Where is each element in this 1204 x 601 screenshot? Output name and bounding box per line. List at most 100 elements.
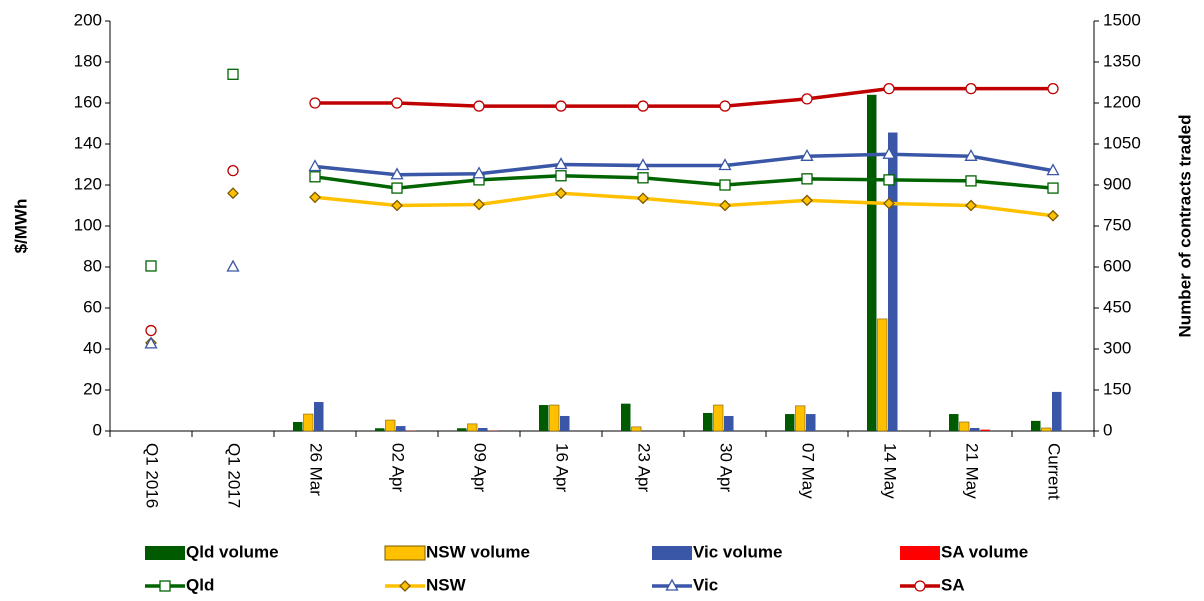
- point: [720, 201, 730, 211]
- bar: [949, 414, 959, 431]
- y2-tick-label: 450: [1103, 297, 1131, 316]
- y-tick-label: 80: [83, 256, 102, 275]
- y-tick-label: 200: [74, 10, 102, 29]
- y-tick-label: 180: [74, 51, 102, 70]
- line: [315, 154, 1053, 175]
- y2-tick-label: 1050: [1103, 133, 1141, 152]
- y-tick-label: 20: [83, 379, 102, 398]
- y2-tick-label: 0: [1103, 420, 1112, 439]
- legend-swatch: [385, 546, 425, 560]
- legend-marker: [160, 581, 170, 591]
- bar: [1031, 421, 1041, 431]
- point: [966, 176, 976, 186]
- point: [556, 188, 566, 198]
- bar: [785, 414, 795, 431]
- x-tick-label: 16 Apr: [553, 443, 572, 492]
- line: [315, 176, 1053, 188]
- legend-label: NSW: [426, 575, 467, 594]
- bar: [539, 405, 549, 431]
- legend-marker: [915, 581, 925, 591]
- y2-tick-label: 150: [1103, 379, 1131, 398]
- legend-swatch: [145, 546, 185, 560]
- x-tick-label: 14 May: [881, 443, 900, 499]
- point: [638, 101, 648, 111]
- x-tick-label: Q1 2016: [143, 443, 162, 508]
- legend-marker: [400, 581, 410, 591]
- x-tick-label: 07 May: [799, 443, 818, 499]
- x-tick-label: 02 Apr: [389, 443, 408, 492]
- legend-label: Qld: [186, 575, 214, 594]
- point: [310, 192, 320, 202]
- point: [720, 101, 730, 111]
- bar: [550, 405, 560, 431]
- point: [966, 201, 976, 211]
- point: [474, 101, 484, 111]
- legend-swatch: [900, 546, 940, 560]
- bar: [457, 428, 467, 431]
- y-tick-label: 40: [83, 338, 102, 357]
- y2-axis-title: Number of contracts traded: [1175, 115, 1194, 338]
- y-tick-label: 60: [83, 297, 102, 316]
- bar: [724, 416, 734, 431]
- line: [315, 193, 1053, 216]
- point: [228, 166, 238, 176]
- legend-label: SA: [941, 575, 965, 594]
- bar: [867, 95, 877, 431]
- bar: [560, 416, 570, 431]
- point: [556, 171, 566, 181]
- point: [1048, 84, 1058, 94]
- y2-tick-label: 900: [1103, 174, 1131, 193]
- bar: [386, 420, 396, 431]
- bar: [878, 319, 888, 431]
- bar: [632, 427, 642, 431]
- point: [146, 326, 156, 336]
- y-tick-label: 100: [74, 215, 102, 234]
- bar: [375, 428, 385, 431]
- bar: [970, 428, 980, 431]
- line: [315, 89, 1053, 106]
- point: [556, 101, 566, 111]
- point: [228, 69, 238, 79]
- y-axis-title: $/MWh: [11, 199, 30, 254]
- point: [392, 98, 402, 108]
- point: [884, 175, 894, 185]
- point: [966, 84, 976, 94]
- point: [228, 261, 239, 271]
- point: [474, 199, 484, 209]
- bar: [396, 426, 406, 431]
- point: [802, 195, 812, 205]
- bar: [478, 428, 488, 431]
- y-tick-label: 140: [74, 133, 102, 152]
- y-tick-label: 0: [93, 420, 102, 439]
- point: [884, 84, 894, 94]
- x-tick-label: 30 Apr: [717, 443, 736, 492]
- bar: [1042, 428, 1052, 431]
- bar: [293, 422, 303, 431]
- bar: [304, 414, 314, 431]
- x-tick-label: Current: [1045, 443, 1064, 500]
- point: [228, 188, 238, 198]
- bar: [621, 404, 631, 431]
- point: [638, 173, 648, 183]
- bar: [314, 402, 324, 431]
- y2-tick-label: 1350: [1103, 51, 1141, 70]
- legend-label: Qld volume: [186, 542, 279, 561]
- legend-swatch: [652, 546, 692, 560]
- y-tick-label: 160: [74, 92, 102, 111]
- point: [720, 180, 730, 190]
- point: [802, 174, 812, 184]
- x-tick-label: 21 May: [963, 443, 982, 499]
- point: [310, 172, 320, 182]
- x-tick-label: Q1 2017: [225, 443, 244, 508]
- bar: [1052, 392, 1062, 431]
- bar: [981, 430, 991, 431]
- point: [392, 201, 402, 211]
- y2-tick-label: 600: [1103, 256, 1131, 275]
- point: [310, 98, 320, 108]
- x-tick-label: 09 Apr: [471, 443, 490, 492]
- point: [802, 94, 812, 104]
- point: [1048, 183, 1058, 193]
- legend-label: SA volume: [941, 542, 1028, 561]
- x-tick-label: 26 Mar: [307, 443, 326, 496]
